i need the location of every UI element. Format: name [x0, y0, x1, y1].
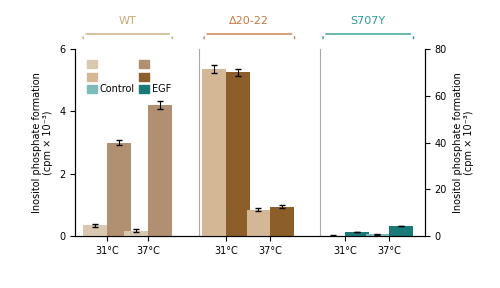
Text: WT: WT	[119, 16, 136, 26]
Bar	[202, 69, 226, 236]
Bar	[108, 143, 131, 236]
Bar	[390, 226, 413, 236]
Y-axis label: Inositol phosphate formation
(cpm × 10⁻³): Inositol phosphate formation (cpm × 10⁻³…	[32, 72, 54, 213]
Bar	[345, 232, 369, 236]
Bar	[226, 72, 250, 236]
Text: S707Y: S707Y	[350, 16, 386, 26]
Bar	[366, 234, 390, 236]
Y-axis label: Inositol phosphate formation
(cpm × 10⁻³): Inositol phosphate formation (cpm × 10⁻³…	[452, 72, 474, 213]
Bar	[84, 225, 108, 236]
Text: Δ20-22: Δ20-22	[230, 16, 270, 26]
Bar	[270, 206, 294, 236]
Legend: , , Control, , , EGF: , , Control, , , EGF	[84, 56, 174, 98]
Bar	[246, 210, 270, 236]
Bar	[124, 230, 148, 236]
Bar	[148, 105, 172, 236]
